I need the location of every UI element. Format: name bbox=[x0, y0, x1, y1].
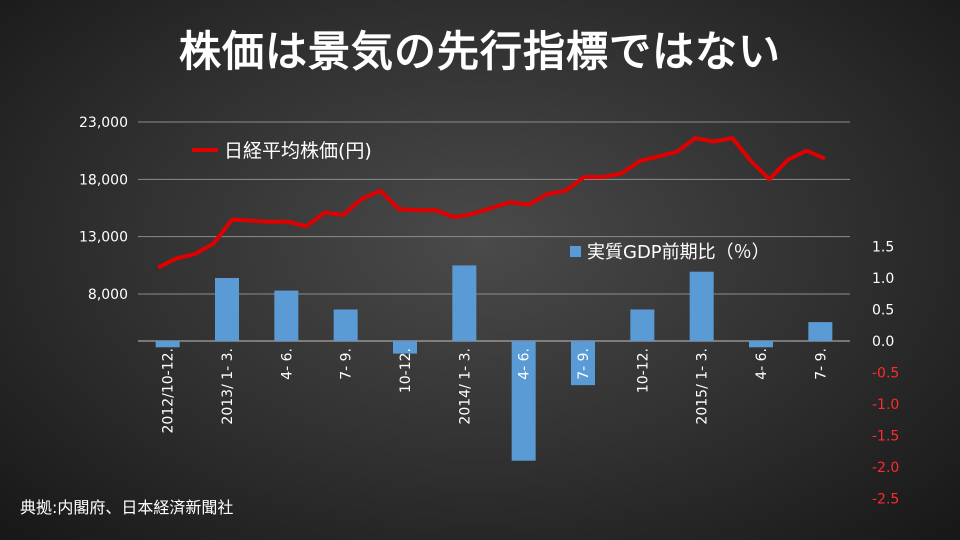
gdp-bar bbox=[571, 341, 595, 386]
right-tick-label: 1.5 bbox=[872, 240, 894, 256]
nikkei-line bbox=[157, 136, 826, 270]
gdp-bars bbox=[155, 265, 833, 461]
gdp-bar bbox=[155, 341, 180, 348]
gdp-bar bbox=[452, 265, 477, 341]
right-tick-label: -1.5 bbox=[872, 429, 899, 445]
category-label: 4- 6. bbox=[517, 348, 533, 380]
right-tick-label: -1.0 bbox=[872, 397, 899, 413]
left-tick-label: 13,000 bbox=[79, 230, 128, 246]
right-tick-label: 0.5 bbox=[872, 303, 894, 319]
gdp-bar bbox=[511, 341, 536, 461]
right-tick-label: 1.0 bbox=[872, 271, 894, 287]
gdp-bar bbox=[215, 278, 239, 341]
category-axis: 2012/10-12. 2013/ 1- 3. 4- 6. 7- 9. 10-12. 20… bbox=[161, 348, 830, 433]
category-label: 4- 6. bbox=[279, 348, 295, 380]
category-label: 10-12. bbox=[398, 348, 414, 393]
category-label: 2013/ 1- 3. bbox=[220, 348, 236, 425]
left-tick-label: 8,000 bbox=[88, 287, 128, 303]
category-label: 7- 9. bbox=[813, 348, 829, 380]
nikkei-series-line bbox=[157, 136, 826, 270]
category-label: 2012/10-12. bbox=[161, 348, 177, 433]
gdp-bar bbox=[808, 322, 833, 341]
line-legend-label: 日経平均株価(円) bbox=[224, 140, 372, 162]
gdp-bar bbox=[333, 309, 358, 341]
category-label: 2014/ 1- 3. bbox=[457, 348, 473, 425]
right-axis: 1.5 1.0 0.5 0.0 -0.5 -1.0 -1.5 -2.0 -2.5 bbox=[872, 240, 899, 508]
category-label: 10-12. bbox=[635, 348, 651, 393]
gdp-bar bbox=[689, 271, 714, 341]
gdp-bar bbox=[749, 341, 773, 348]
gdp-bar bbox=[630, 309, 655, 341]
bar-legend-swatch bbox=[570, 246, 581, 257]
right-tick-label: 0.0 bbox=[872, 334, 894, 350]
legends: 日経平均株価(円) 実質GDP前期比（％） bbox=[192, 140, 770, 263]
category-label: 4- 6. bbox=[754, 348, 770, 380]
left-axis: 8,000 13,000 18,000 23,000 bbox=[79, 115, 128, 303]
category-label: 7- 9. bbox=[339, 348, 355, 380]
right-tick-label: -2.5 bbox=[872, 492, 899, 508]
left-tick-label: 18,000 bbox=[79, 172, 128, 188]
right-tick-label: -0.5 bbox=[872, 366, 899, 382]
gdp-bar bbox=[274, 290, 299, 341]
bar-legend-label: 実質GDP前期比（％） bbox=[587, 242, 770, 263]
category-label: 2015/ 1- 3. bbox=[695, 348, 711, 425]
category-label: 7- 9. bbox=[576, 348, 592, 380]
left-tick-label: 23,000 bbox=[79, 115, 128, 131]
gridlines bbox=[138, 121, 850, 342]
source-note: 典拠:内閣府、日本経済新聞社 bbox=[20, 498, 234, 517]
right-tick-label: -2.0 bbox=[872, 460, 899, 476]
gdp-bar bbox=[393, 341, 417, 354]
page-title: 株価は景気の先行指標ではない bbox=[178, 27, 781, 76]
